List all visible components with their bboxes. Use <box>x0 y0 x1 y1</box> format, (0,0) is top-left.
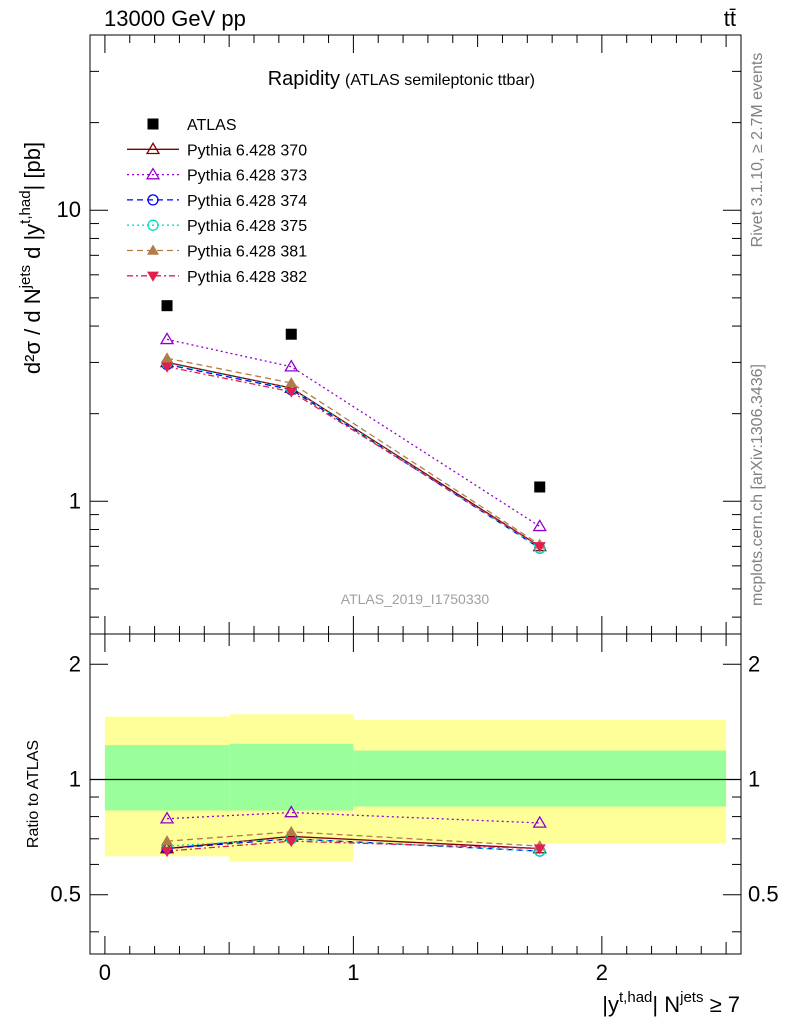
legend-entry: Pythia 6.428 374 <box>127 193 307 210</box>
x-tick-label: 0 <box>99 960 111 985</box>
ratio-series-line <box>166 840 540 852</box>
series-point <box>533 542 546 553</box>
legend-label: ATLAS <box>187 117 237 134</box>
series-point <box>532 519 547 532</box>
legend-label: Pythia 6.428 381 <box>187 244 307 261</box>
y-tick-label: 0.5 <box>50 882 81 907</box>
y-tick-label: 1 <box>69 767 81 792</box>
y-tick-label-right: 1 <box>748 767 760 792</box>
series-point <box>161 362 174 373</box>
ratio-series-point <box>533 844 546 855</box>
ratio-series-point <box>159 811 175 824</box>
y-tick-label-right: 0.5 <box>748 882 779 907</box>
main-content <box>159 300 547 554</box>
stat-uncertainty-band <box>229 743 354 811</box>
rivet-label: Rivet 3.1.10, ≥ 2.7M events <box>749 53 766 248</box>
axis-label-part: jets <box>679 989 703 1006</box>
legend-marker <box>147 194 159 206</box>
legend-label: Pythia 6.428 382 <box>187 269 307 286</box>
plot-subtitle: (ATLAS semileptonic ttbar) <box>345 72 535 89</box>
legend-entry: Pythia 6.428 375 <box>127 218 307 235</box>
axis-label-part: d |y <box>20 224 45 265</box>
y-tick-label: 10 <box>57 197 81 222</box>
axis-label-part: jets <box>17 265 34 289</box>
series-point <box>285 376 298 388</box>
legend: ATLAS Pythia 6.428 370 Pythia 6.428 373 Pyt… <box>127 117 307 286</box>
series-point <box>161 352 174 363</box>
x-tick-label: 2 <box>596 960 608 985</box>
ratio-series-point <box>161 846 174 858</box>
axis-label-part: t,had <box>619 989 652 1006</box>
legend-label: Pythia 6.428 370 <box>187 142 307 159</box>
ratio-axes: 0.5 1 2 0.5 1 2 0 1 2 <box>50 634 779 985</box>
ratio-panel: 0.5 1 2 0.5 1 2 0 1 2 Ratio to ATLAS |yt,had| Nj… <box>25 633 779 1017</box>
y-tick-label: 1 <box>69 488 81 513</box>
ratio-series-line <box>166 838 540 852</box>
legend-marker <box>147 244 159 255</box>
y-tick-label: 2 <box>69 651 81 676</box>
legend-entry: Pythia 6.428 382 <box>127 269 307 286</box>
legend-marker <box>147 271 159 282</box>
legend-marker <box>145 167 161 180</box>
data-point <box>161 300 173 312</box>
axis-label-part: t,had <box>17 190 34 223</box>
ratio-content <box>90 714 741 862</box>
stat-uncertainty-band <box>104 745 230 811</box>
ratio-series-line <box>166 835 540 850</box>
ratio-series-point <box>285 825 298 837</box>
y-tick-label-right: 2 <box>748 651 760 676</box>
ratio-series-point <box>532 815 547 828</box>
legend-label: Pythia 6.428 374 <box>187 193 307 210</box>
axis-label-part: |y <box>602 992 619 1017</box>
legend-marker <box>147 118 159 130</box>
stat-uncertainty-band <box>353 750 727 807</box>
series-point <box>284 359 299 372</box>
x-tick-label: 1 <box>347 960 359 985</box>
axis-label-part: d²σ / d N <box>20 288 45 374</box>
legend-entry: Pythia 6.428 381 <box>127 244 307 261</box>
series-line <box>166 362 541 549</box>
legend-entry: ATLAS <box>147 117 237 134</box>
series-line <box>166 363 541 549</box>
plot-title: Rapidity <box>268 68 340 90</box>
legend-marker <box>147 219 159 231</box>
x-axis-label: |yt,had| Njets ≥ 7 <box>602 989 740 1017</box>
legend-entry: Pythia 6.428 370 <box>127 142 307 159</box>
ratio-series-point <box>284 805 299 818</box>
mcplots-label: mcplots.cern.ch [arXiv:1306.3436] <box>749 364 766 606</box>
series-point <box>159 332 175 345</box>
axis-label-part: ≥ 7 <box>703 992 740 1017</box>
ratio-series-line <box>166 811 540 824</box>
ratio-frame <box>89 633 742 955</box>
analysis-watermark: ATLAS_2019_I1750330 <box>341 591 490 607</box>
process-label: tt̄ <box>724 6 736 31</box>
axis-label-part: | N <box>652 992 680 1017</box>
legend-marker <box>145 142 161 155</box>
main-axes: 1 10 <box>57 34 741 634</box>
series-line <box>166 357 541 546</box>
data-point <box>285 328 297 340</box>
legend-label: Pythia 6.428 373 <box>187 168 307 185</box>
series-line <box>166 361 541 547</box>
axis-label-part: | [pb] <box>20 142 45 191</box>
main-panel: 110 Rapidity (ATLAS semileptonic ttbar) … <box>17 34 742 635</box>
y-axis-label: d²σ / d Njets d |yt,had| [pb] <box>17 142 45 374</box>
data-point <box>534 481 546 493</box>
legend-label: Pythia 6.428 375 <box>187 218 307 235</box>
series-line <box>166 338 541 527</box>
legend-entry: Pythia 6.428 373 <box>127 167 307 185</box>
ratio-series-point <box>285 836 298 848</box>
ratio-series-point <box>161 835 174 846</box>
series-point <box>285 387 298 398</box>
energy-label: 13000 GeV pp <box>104 6 246 31</box>
series-line <box>166 366 541 547</box>
ratio-y-axis-label: Ratio to ATLAS <box>25 740 42 848</box>
